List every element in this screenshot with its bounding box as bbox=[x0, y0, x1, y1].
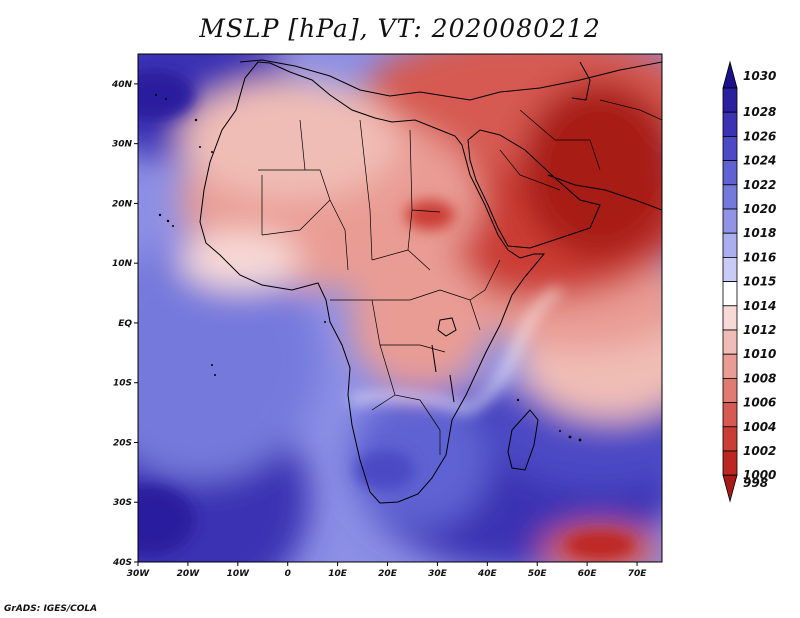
x-tick-label: 0 bbox=[285, 569, 291, 579]
colorbar-label: 1028 bbox=[743, 105, 776, 119]
colorbar-swatch bbox=[722, 353, 738, 379]
colorbar-swatch bbox=[722, 305, 738, 331]
colorbar-bottom-arrow bbox=[722, 474, 738, 503]
colorbar-label: 1006 bbox=[743, 396, 776, 410]
colorbar-swatch bbox=[722, 87, 738, 113]
y-tick-label: EQ bbox=[118, 319, 132, 329]
x-axis: 30W 20W 10W 0 10E 20E 30E 40E 50E 60E 70E bbox=[127, 562, 647, 579]
y-tick-label: 10N bbox=[112, 259, 133, 269]
colorbar-label: 1018 bbox=[743, 226, 776, 240]
x-tick-label: 60E bbox=[578, 569, 598, 579]
colorbar-swatch bbox=[722, 426, 738, 452]
x-tick-label: 10E bbox=[328, 569, 348, 579]
africa-coastline bbox=[199, 61, 546, 504]
map-frame bbox=[137, 53, 663, 563]
pressure-field bbox=[138, 54, 662, 562]
rift-lakes bbox=[431, 344, 455, 403]
lake-victoria bbox=[437, 317, 457, 337]
colorbar-swatch bbox=[722, 256, 738, 282]
x-tick-label: 10W bbox=[227, 569, 251, 579]
colorbar-swatch bbox=[722, 377, 738, 403]
colorbar-label: 1024 bbox=[743, 154, 776, 168]
islands bbox=[155, 94, 582, 442]
caspian-sea bbox=[571, 61, 591, 101]
x-tick-label: 20E bbox=[378, 569, 398, 579]
colorbar-label: 1002 bbox=[743, 444, 776, 458]
x-tick-label: 50E bbox=[528, 569, 548, 579]
colorbar-label: 1016 bbox=[743, 250, 776, 264]
y-tick-label: 40S bbox=[112, 558, 132, 568]
map-title: MSLP [hPa], VT: 2020080212 bbox=[199, 14, 601, 43]
colorbar-top-arrow bbox=[722, 60, 738, 89]
colorbar-label: 1008 bbox=[743, 371, 776, 385]
colorbar-label: 1010 bbox=[743, 347, 776, 361]
colorbar-swatch bbox=[722, 281, 738, 307]
colorbar-label: 1014 bbox=[743, 299, 776, 313]
colorbar-swatch bbox=[722, 329, 738, 355]
colorbar-swatch bbox=[722, 160, 738, 186]
x-tick-label: 70E bbox=[628, 569, 648, 579]
y-tick-label: 40N bbox=[111, 80, 133, 90]
colorbar-label: 1022 bbox=[743, 178, 776, 192]
y-tick-label: 20N bbox=[112, 199, 133, 209]
colorbar-label: 1026 bbox=[743, 129, 776, 143]
madagascar-coastline bbox=[507, 409, 539, 471]
colorbar-label: 1000 bbox=[743, 468, 776, 482]
colorbar-label: 1012 bbox=[743, 323, 776, 337]
x-tick-label: 20W bbox=[177, 569, 201, 579]
colorbar-swatch bbox=[722, 402, 738, 428]
colorbar-swatch bbox=[722, 111, 738, 137]
arabia-coastline bbox=[467, 129, 601, 249]
colorbar-swatch bbox=[722, 135, 738, 161]
x-tick-label: 40E bbox=[477, 569, 498, 579]
colorbar-label: 998 bbox=[743, 476, 768, 490]
y-tick-label: 30N bbox=[112, 140, 133, 150]
y-tick-label: 20S bbox=[113, 438, 132, 448]
x-tick-label: 30W bbox=[127, 569, 151, 579]
colorbar-label: 1004 bbox=[743, 420, 776, 434]
asia-coastline bbox=[547, 174, 662, 211]
country-borders bbox=[258, 99, 662, 455]
colorbar-label: 1020 bbox=[743, 202, 776, 216]
colorbar-label: 1015 bbox=[743, 275, 776, 289]
europe-coastline bbox=[239, 59, 662, 101]
colorbar-swatch bbox=[722, 208, 738, 234]
colorbar-label: 1030 bbox=[743, 69, 776, 83]
x-tick-label: 30E bbox=[428, 569, 448, 579]
colorbar-swatch bbox=[722, 232, 738, 258]
y-axis: 40N 30N 20N 10N EQ 10S 20S 30S 40S bbox=[111, 80, 138, 568]
coastlines bbox=[199, 59, 662, 504]
y-tick-label: 10S bbox=[113, 379, 132, 389]
y-tick-label: 30S bbox=[113, 498, 132, 508]
footer-credit: GrADS: IGES/COLA bbox=[4, 604, 98, 614]
colorbar-swatch bbox=[722, 184, 738, 210]
colorbar-swatch bbox=[722, 450, 738, 476]
